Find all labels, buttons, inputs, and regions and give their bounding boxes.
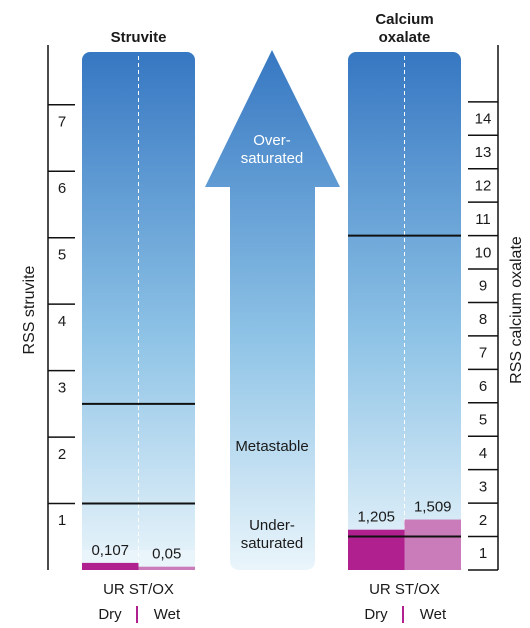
y-axis-label: RSS struvite [21,265,38,354]
category-label: Wet [420,606,447,623]
y-tick-label: 12 [475,177,492,194]
y-tick-label: 8 [479,311,487,328]
y-axis-label: RSS calcium oxalate [508,236,525,384]
category-label: Dry [98,606,122,623]
y-tick-label: 13 [475,144,492,161]
x-axis-label: UR ST/OX [103,581,174,598]
chart-title: Calcium oxalate [375,11,434,46]
value-label: 1,205 [357,509,395,526]
x-axis-label: UR ST/OX [369,581,440,598]
arrow-shape [205,50,340,570]
y-tick-label: 7 [479,345,487,362]
y-tick-label: 10 [475,244,492,261]
y-tick-label: 6 [479,378,487,395]
value-label: 1,509 [414,499,452,516]
y-tick-label: 3 [58,379,66,396]
y-tick-label: 14 [475,111,492,128]
y-tick-label: 6 [58,180,66,197]
bar [404,519,461,570]
y-tick-label: 1 [479,545,487,562]
chart-title: Struvite [110,29,167,46]
y-tick-label: 2 [58,446,66,463]
y-tick-label: 11 [475,211,491,228]
y-tick-label: 3 [479,478,487,495]
y-tick-label: 9 [479,278,487,295]
y-tick-label: 5 [479,411,487,428]
value-label: 0,05 [152,546,181,563]
bar [82,562,139,570]
arrow-bottom-label: Under-saturated [240,517,304,552]
arrow-top-label: Over-saturated [240,132,304,167]
bar [138,566,195,570]
y-tick-label: 7 [58,113,66,130]
y-tick-label: 1 [58,512,66,529]
value-label: 0,107 [91,542,129,559]
category-label: Dry [364,606,388,623]
y-tick-label: 4 [479,445,487,462]
y-tick-label: 2 [479,512,487,529]
y-tick-label: 4 [58,313,66,330]
arrow [205,50,340,570]
arrow-middle-label: Metastable [235,438,309,455]
category-label: Wet [154,606,181,623]
y-tick-label: 5 [58,246,66,263]
